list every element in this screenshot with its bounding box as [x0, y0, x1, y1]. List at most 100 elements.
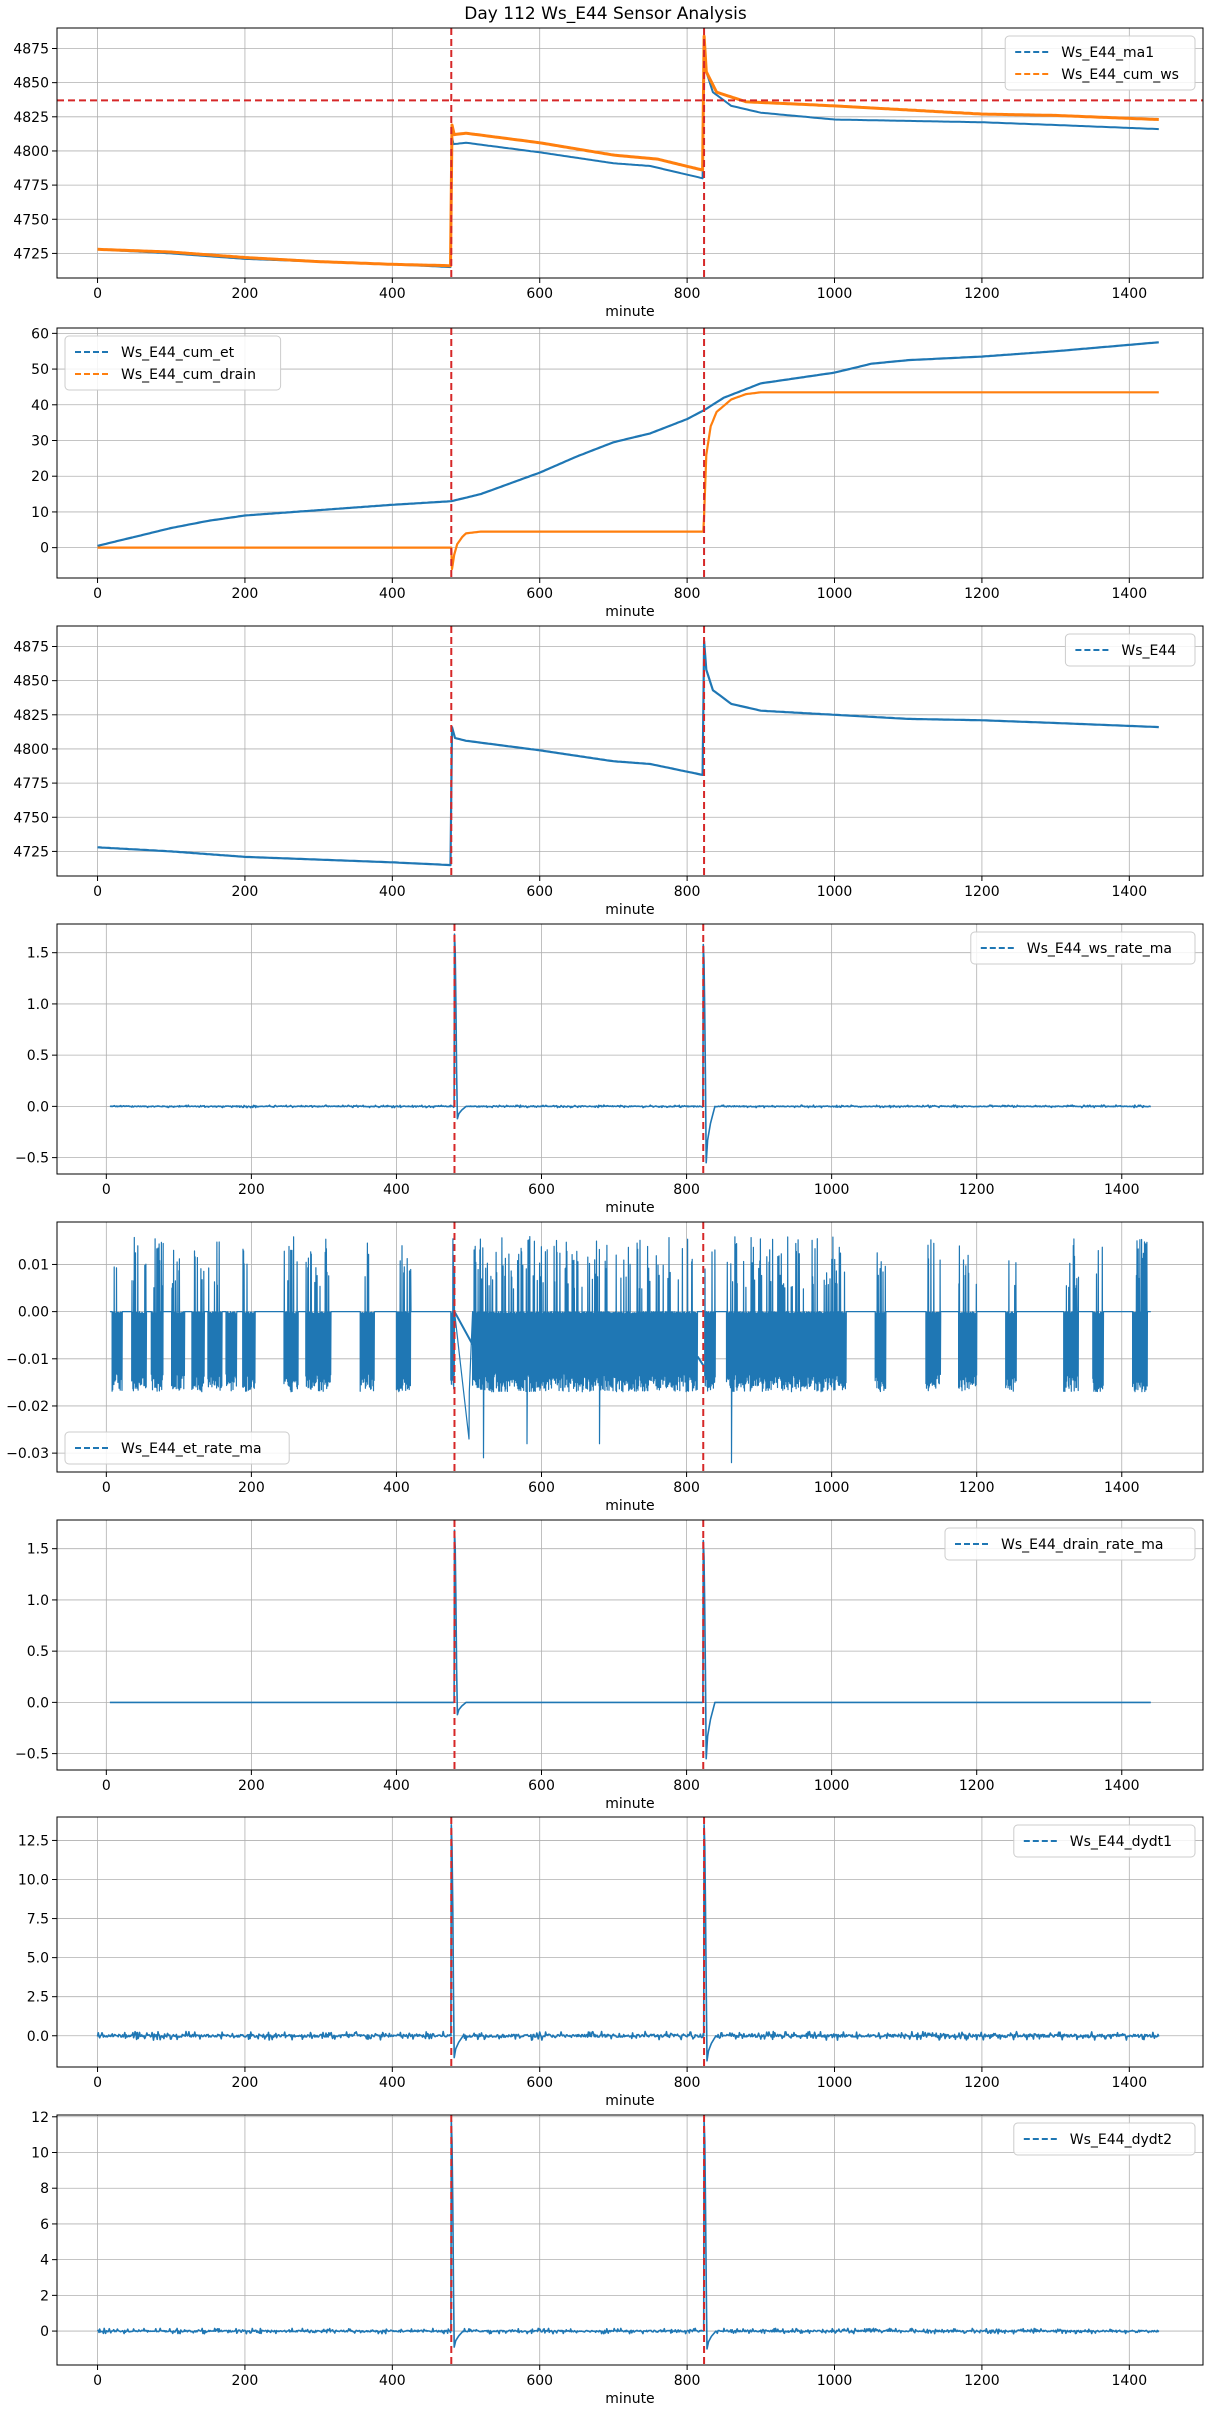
x-axis-label: minute: [605, 902, 654, 918]
y-tick-label: 0.0: [27, 1099, 49, 1115]
x-tick-label: 0: [102, 1778, 111, 1794]
legend-box: [64, 1431, 290, 1465]
x-tick-label: 1000: [817, 286, 853, 302]
x-axis-label: minute: [605, 604, 654, 620]
x-tick-label: 800: [674, 286, 701, 302]
x-tick-label: 200: [238, 1778, 265, 1794]
x-tick-label: 800: [674, 2373, 701, 2389]
x-tick-label: 800: [673, 1480, 700, 1496]
x-tick-label: 1200: [964, 586, 1000, 602]
axes-frame: [56, 1816, 1204, 2068]
legend-box: [944, 1527, 1196, 1561]
series-line-Ws_E44_et_rate_ma: [109, 1236, 1151, 1464]
legend-label: Ws_E44: [1121, 643, 1176, 659]
subplot-2: 0 200 400 600 800 1000 1200 1400 0 10 20 30 40 50 60 mi…: [31, 326, 1204, 620]
y-tick-label: 4750: [13, 810, 49, 826]
x-tick-label: 1200: [964, 2373, 1000, 2389]
x-tick-label: 200: [232, 2373, 259, 2389]
y-tick-label: 10.0: [18, 1873, 49, 1889]
y-tick-label: −0.02: [6, 1399, 49, 1415]
y-tick-label: 4775: [13, 178, 49, 194]
subplot-7: 0 200 400 600 800 1000 1200 1400 0.0 2.5 5.0 7.5 10.…: [18, 1816, 1204, 2109]
y-tick-label: 0.0: [27, 2029, 49, 2045]
x-tick-label: 1200: [959, 1480, 995, 1496]
subplot-3: 0 200 400 600 800 1000 1200 1400 4725 4750 4775 480…: [13, 625, 1204, 918]
x-tick-label: 600: [526, 884, 553, 900]
series-line-Ws_E44: [97, 639, 1159, 867]
series-line-Ws_E44_drain_rate_ma: [109, 1529, 1151, 1760]
x-tick-label: 1000: [817, 2075, 853, 2091]
y-tick-label: −0.01: [6, 1352, 49, 1368]
y-tick-label: 20: [31, 469, 49, 485]
legend-label: Ws_E44_cum_et: [121, 345, 235, 361]
x-tick-label: 600: [528, 1480, 555, 1496]
y-tick-label: 12: [31, 2110, 49, 2126]
legend-label: Ws_E44_ma1: [1061, 45, 1154, 61]
x-tick-label: 1400: [1104, 1182, 1140, 1198]
x-tick-label: 600: [526, 586, 553, 602]
y-tick-label: 4825: [13, 110, 49, 126]
y-tick-label: 0.5: [27, 1048, 49, 1064]
x-tick-label: 200: [238, 1480, 265, 1496]
series-group: [96, 2119, 1160, 2350]
axes-frame: [56, 1221, 1204, 1473]
y-tick-label: 50: [31, 362, 49, 378]
series-group: [109, 1529, 1151, 1760]
legend: Ws_E44_ws_rate_ma: [970, 931, 1196, 965]
figure-title: Day 112 Ws_E44 Sensor Analysis: [464, 4, 747, 24]
y-tick-label: 4750: [13, 212, 49, 228]
y-tick-label: 4875: [13, 639, 49, 655]
x-tick-label: 400: [383, 1778, 410, 1794]
legend-label: Ws_E44_dydt1: [1070, 1834, 1172, 1850]
y-tick-label: 4825: [13, 708, 49, 724]
x-tick-label: 0: [93, 586, 102, 602]
y-tick-label: 40: [31, 398, 49, 414]
subplot-4: 0 200 400 600 800 1000 1200 1400 −0.5 0.0 0.5 1.0 1.…: [15, 923, 1204, 1216]
y-tick-label: −0.03: [6, 1446, 49, 1462]
x-tick-label: 1200: [959, 1182, 995, 1198]
x-tick-label: 1200: [959, 1778, 995, 1794]
y-tick-label: 30: [31, 434, 49, 450]
y-tick-label: 4875: [13, 41, 49, 57]
legend-label: Ws_E44_ws_rate_ma: [1027, 941, 1172, 957]
x-tick-label: 1000: [814, 1480, 850, 1496]
y-tick-label: 12.5: [18, 1833, 49, 1849]
series-group: [109, 1236, 1151, 1464]
x-tick-label: 400: [383, 1182, 410, 1198]
y-tick-label: 5.0: [27, 1951, 49, 1967]
x-tick-label: 1400: [1104, 1778, 1140, 1794]
axes-frame: [56, 1519, 1204, 1771]
x-tick-label: 800: [674, 884, 701, 900]
y-tick-label: 6: [40, 2217, 49, 2233]
y-tick-label: 60: [31, 326, 49, 342]
x-tick-label: 400: [379, 586, 406, 602]
y-tick-label: 10: [31, 505, 49, 521]
x-tick-label: 1400: [1111, 2373, 1147, 2389]
y-tick-label: 0.00: [18, 1305, 49, 1321]
x-tick-label: 600: [528, 1182, 555, 1198]
x-tick-label: 800: [674, 586, 701, 602]
x-tick-label: 1400: [1111, 884, 1147, 900]
y-tick-label: 1.5: [27, 946, 49, 962]
legend: Ws_E44_cum_et Ws_E44_cum_drain: [64, 335, 282, 391]
y-tick-label: 0: [40, 2324, 49, 2340]
legend-label: Ws_E44_dydt2: [1070, 2132, 1172, 2148]
axes-frame: [56, 625, 1204, 877]
x-axis-label: minute: [605, 1498, 654, 1514]
legend-box: [1013, 2122, 1196, 2156]
x-tick-label: 0: [93, 2075, 102, 2091]
series-line-Ws_E44_dydt1: [96, 1824, 1160, 2062]
x-tick-label: 0: [93, 2373, 102, 2389]
x-tick-label: 200: [238, 1182, 265, 1198]
x-tick-label: 0: [93, 286, 102, 302]
legend-label: Ws_E44_cum_drain: [121, 367, 256, 383]
y-tick-label: 2: [40, 2288, 49, 2304]
x-tick-label: 400: [379, 2373, 406, 2389]
legend-box: [1064, 633, 1196, 667]
x-axis-label: minute: [605, 2093, 654, 2109]
legend: Ws_E44_ma1 Ws_E44_cum_ws: [1004, 35, 1196, 91]
x-tick-label: 600: [526, 286, 553, 302]
legend-box: [970, 931, 1196, 965]
x-axis-label: minute: [605, 1200, 654, 1216]
